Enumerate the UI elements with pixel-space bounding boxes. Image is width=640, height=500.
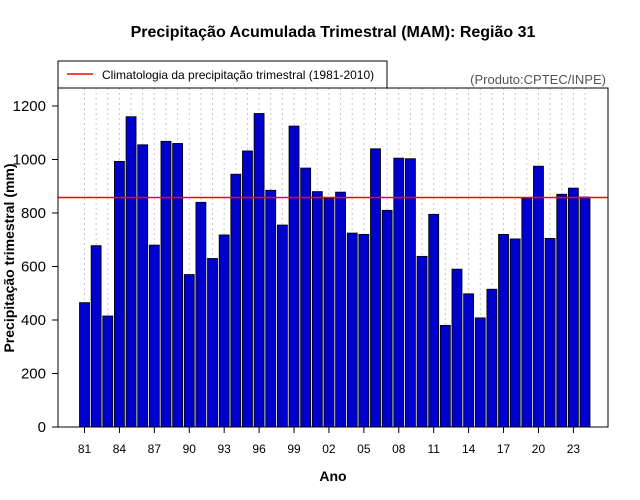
bar bbox=[276, 224, 288, 428]
bar bbox=[300, 167, 312, 428]
y-tick-label: 1000 bbox=[13, 152, 46, 169]
x-tick-label: 17 bbox=[497, 442, 511, 456]
y-tick-label: 0 bbox=[38, 419, 46, 436]
x-tick-label: 96 bbox=[252, 442, 266, 456]
y-tick-label: 200 bbox=[21, 366, 46, 383]
x-tick-label: 14 bbox=[462, 442, 476, 456]
x-tick-label: 08 bbox=[392, 442, 406, 456]
x-tick-label: 87 bbox=[148, 442, 162, 456]
bar bbox=[125, 116, 137, 428]
bar bbox=[183, 274, 195, 428]
bar bbox=[451, 268, 463, 428]
y-axis: 0 200 400 600 800 1000 1200 bbox=[13, 98, 58, 436]
legend-box bbox=[57, 60, 388, 89]
bar bbox=[102, 315, 114, 428]
x-axis-title: Ano bbox=[319, 468, 346, 484]
x-tick-label: 11 bbox=[427, 442, 440, 456]
bars bbox=[79, 113, 591, 428]
x-tick-label: 81 bbox=[78, 442, 92, 456]
y-tick-label: 600 bbox=[21, 259, 46, 276]
bar bbox=[498, 233, 509, 428]
bar bbox=[265, 189, 277, 428]
bar bbox=[381, 209, 393, 428]
bar bbox=[148, 244, 160, 428]
bar bbox=[358, 233, 370, 428]
bar bbox=[253, 113, 265, 428]
x-tick-label: 20 bbox=[532, 442, 546, 456]
bar bbox=[137, 144, 149, 428]
y-tick-label: 1200 bbox=[13, 98, 46, 115]
bar bbox=[474, 317, 486, 428]
x-tick-label: 90 bbox=[183, 442, 197, 456]
bar bbox=[323, 197, 335, 428]
x-tick-label: 93 bbox=[218, 442, 232, 456]
bar bbox=[509, 238, 521, 428]
bar bbox=[393, 157, 405, 428]
bar bbox=[90, 245, 102, 428]
bar bbox=[195, 201, 207, 428]
bar bbox=[79, 302, 90, 428]
bar bbox=[428, 213, 440, 428]
x-tick-label: 23 bbox=[567, 442, 581, 456]
y-tick-label: 400 bbox=[21, 312, 46, 329]
bar bbox=[533, 165, 544, 428]
chart-title: Precipitação Acumulada Trimestral (MAM):… bbox=[131, 24, 536, 41]
legend-label-climatology: Climatologia da precipitação trimestral … bbox=[102, 68, 374, 82]
bar bbox=[114, 160, 125, 428]
bar bbox=[242, 150, 253, 428]
bar bbox=[463, 293, 475, 428]
bar bbox=[521, 197, 533, 428]
bar bbox=[579, 196, 591, 428]
bar bbox=[160, 140, 172, 428]
bar bbox=[346, 232, 358, 428]
y-axis-title: Precipitação trimestral (mm) bbox=[1, 163, 17, 352]
bar bbox=[288, 125, 300, 428]
x-tick-label: 02 bbox=[322, 442, 336, 456]
bar bbox=[335, 191, 346, 428]
bar bbox=[544, 238, 556, 428]
x-tick-label: 99 bbox=[287, 442, 301, 456]
legend: Climatologia da precipitação trimestral … bbox=[57, 60, 388, 89]
source-note: (Produto:CPTEC/INPE) bbox=[470, 72, 606, 87]
bar bbox=[567, 187, 579, 428]
bar bbox=[311, 191, 323, 428]
bar bbox=[486, 288, 498, 428]
bar bbox=[405, 158, 416, 428]
bar bbox=[416, 255, 428, 428]
bar bbox=[556, 193, 568, 428]
bar bbox=[218, 234, 230, 428]
bar bbox=[230, 173, 242, 428]
bar bbox=[172, 143, 184, 428]
bar bbox=[439, 324, 451, 428]
y-tick-label: 800 bbox=[21, 205, 46, 222]
x-tick-label: 84 bbox=[113, 442, 127, 456]
bar bbox=[207, 258, 218, 428]
bar bbox=[370, 148, 381, 428]
x-tick-label: 05 bbox=[357, 442, 371, 456]
x-axis: 81 84 87 90 93 96 99 02 05 08 11 14 17 20 23 bbox=[78, 427, 581, 456]
